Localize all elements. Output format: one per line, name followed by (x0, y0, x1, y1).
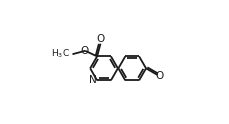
Text: H$_3$C: H$_3$C (51, 48, 70, 61)
Text: O: O (155, 71, 163, 81)
Text: O: O (96, 34, 104, 44)
Text: O: O (80, 46, 88, 56)
Text: N: N (88, 75, 96, 85)
